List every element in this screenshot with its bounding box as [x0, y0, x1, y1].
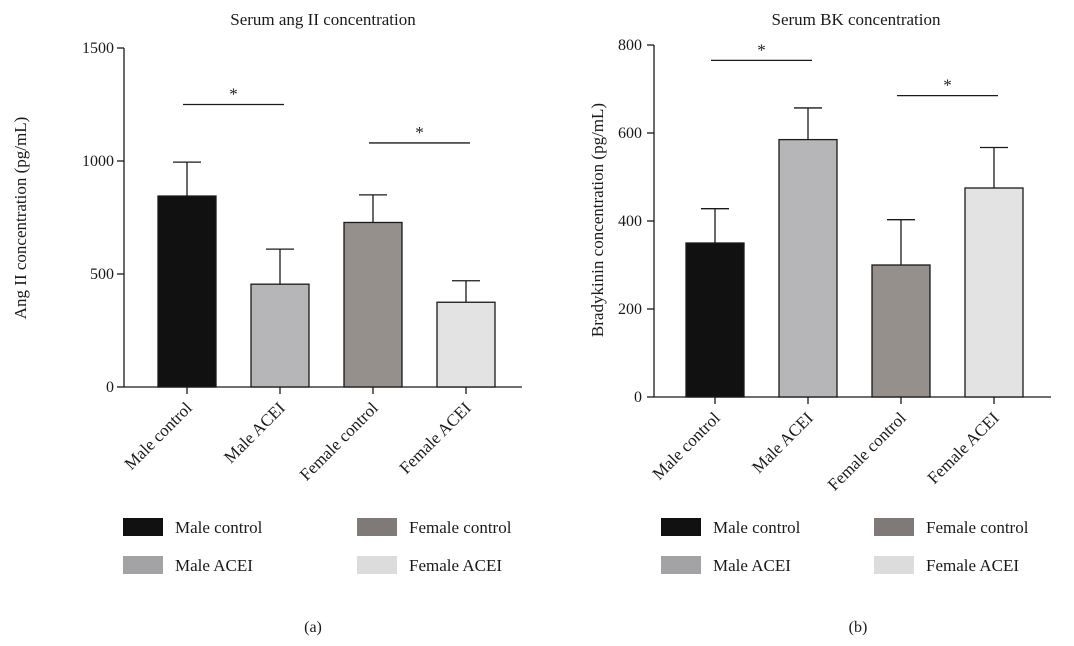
significance-marker: *: [229, 85, 238, 104]
legend-label: Female control: [409, 518, 512, 537]
legend-label: Female control: [926, 518, 1029, 537]
y-tick-label: 800: [618, 37, 642, 54]
legend: Male control Female control Male ACEI Femal…: [661, 518, 1029, 575]
x-tick-label: Male ACEI: [748, 408, 817, 477]
legend-swatch: [357, 556, 397, 574]
panel-label: (b): [849, 619, 868, 636]
x-tick-label: Female control: [824, 408, 910, 494]
legend-swatch: [123, 556, 163, 574]
significance-marker: *: [415, 123, 424, 142]
bar: [871, 264, 931, 398]
chart-panel-b: Serum BK concentration Bradykinin concent…: [588, 10, 1051, 636]
legend-label: Male control: [713, 518, 801, 537]
y-axis-label: Bradykinin concentration (pg/mL): [588, 103, 607, 337]
y-tick-label: 0: [106, 379, 114, 396]
significance-marker: *: [757, 40, 766, 59]
y-tick-label: 1000: [82, 153, 114, 170]
chart-title: Serum BK concentration: [771, 10, 941, 29]
x-tick-label: Female control: [296, 398, 382, 484]
legend: Male control Female control Male ACEI Femal…: [123, 518, 512, 575]
legend-swatch: [874, 518, 914, 536]
y-tick-label: 500: [90, 266, 114, 283]
legend-swatch: [123, 518, 163, 536]
bar: [343, 221, 403, 388]
bar: [964, 187, 1024, 398]
y-tick-label: 400: [618, 213, 642, 230]
y-tick-label: 200: [618, 301, 642, 318]
legend-label: Male ACEI: [175, 556, 253, 575]
y-tick-label: 1500: [82, 40, 114, 57]
chart-title: Serum ang II concentration: [230, 10, 416, 29]
bar: [685, 242, 745, 398]
x-tick-label: Female ACEI: [924, 408, 1003, 487]
significance-marker: *: [943, 76, 952, 95]
legend-swatch: [661, 518, 701, 536]
panel-label: (a): [304, 619, 322, 636]
bar: [778, 138, 838, 398]
bar: [157, 195, 217, 388]
legend-label: Male control: [175, 518, 263, 537]
legend-label: Female ACEI: [926, 556, 1019, 575]
y-axis-label: Ang II concentration (pg/mL): [11, 117, 30, 320]
y-tick-label: 0: [634, 389, 642, 406]
legend-swatch: [357, 518, 397, 536]
x-tick-label: Male ACEI: [220, 398, 289, 467]
legend-swatch: [661, 556, 701, 574]
x-tick-label: Male control: [121, 398, 196, 473]
x-tick-label: Male control: [649, 408, 724, 483]
legend-label: Male ACEI: [713, 556, 791, 575]
legend-label: Female ACEI: [409, 556, 502, 575]
chart-panel-a: Serum ang II concentration Ang II concent…: [11, 10, 522, 636]
x-tick-label: Female ACEI: [396, 398, 475, 477]
bar: [436, 301, 496, 388]
y-tick-label: 600: [618, 125, 642, 142]
bar: [250, 283, 310, 388]
legend-swatch: [874, 556, 914, 574]
